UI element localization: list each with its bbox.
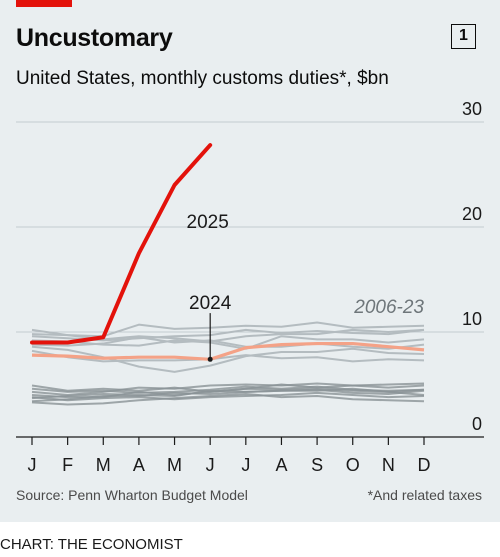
x-tick-label: O	[346, 455, 360, 475]
chart-title: Uncustomary	[16, 24, 173, 52]
y-tick-label: 10	[462, 309, 482, 329]
chart-subtitle: United States, monthly customs duties*, …	[16, 68, 389, 89]
series-line-2006-23	[31, 321, 425, 338]
series-line-2006-23	[31, 335, 425, 350]
x-tick-label: S	[311, 455, 323, 475]
x-tick-label: M	[167, 455, 182, 475]
brand-red-tab	[16, 0, 72, 7]
series-line-2006-23	[31, 345, 425, 373]
series-line-2006-23	[31, 388, 425, 400]
label-2024-dot	[207, 356, 213, 362]
line-chart: 0 10 20 30 J F M A M J J A S O N D 2025 2024 2006-23	[16, 99, 484, 475]
x-tick-label: N	[382, 455, 395, 475]
series-line-2006-23	[31, 392, 425, 406]
chart-credit: CHART: THE ECONOMIST	[0, 536, 183, 553]
series-line-2006-23	[31, 349, 425, 363]
chart-number-badge: 1	[451, 24, 476, 49]
x-tick-label: J	[241, 455, 250, 475]
y-tick-label: 30	[462, 99, 482, 119]
x-tick-label: A	[133, 455, 145, 475]
x-tick-label: J	[206, 455, 215, 475]
y-tick-label: 20	[462, 204, 482, 224]
series-line-2006-23	[31, 387, 425, 399]
x-tick-label: M	[96, 455, 111, 475]
series-line-2025	[30, 143, 213, 345]
label-2025: 2025	[187, 212, 229, 233]
footnote: *And related taxes	[367, 487, 482, 503]
chart-card: Uncustomary 1 United States, monthly cus…	[0, 0, 500, 522]
x-tick-label: F	[62, 455, 73, 475]
x-tick-label: A	[275, 455, 287, 475]
series-line-2006-23	[31, 391, 425, 402]
label-2024: 2024	[189, 293, 232, 314]
source-note: Source: Penn Wharton Budget Model	[16, 487, 248, 503]
x-tick-label: J	[28, 455, 37, 475]
label-2006-23: 2006-23	[353, 297, 424, 318]
y-tick-label: 0	[472, 414, 482, 434]
series-line-2024	[31, 341, 425, 361]
x-tick-label: D	[418, 455, 431, 475]
